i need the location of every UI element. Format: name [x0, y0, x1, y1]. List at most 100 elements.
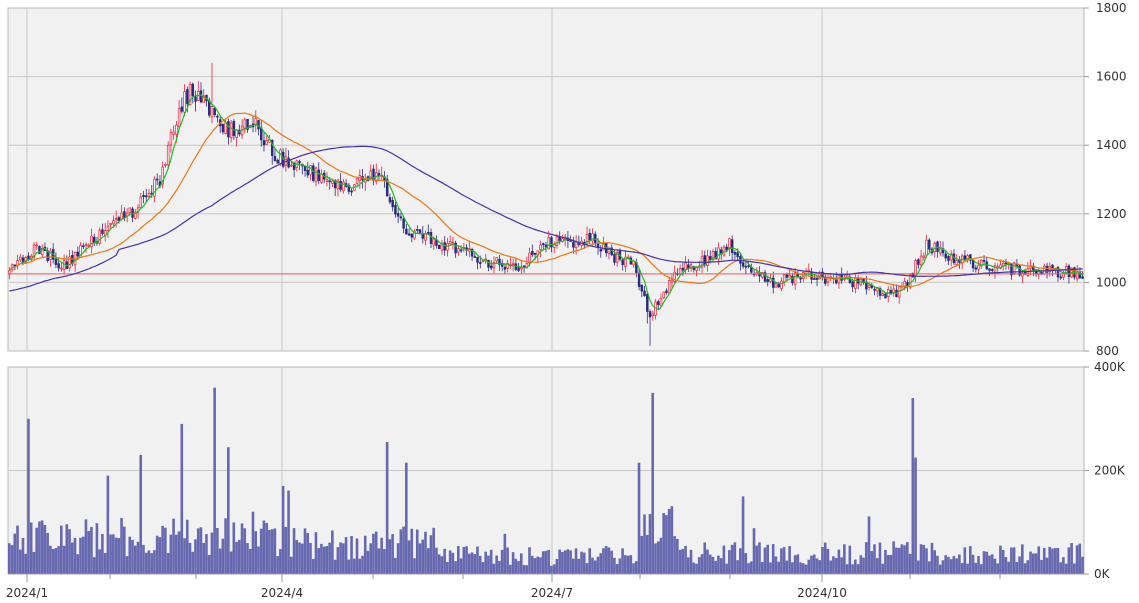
volume-bar: [95, 523, 99, 574]
volume-bar: [837, 549, 841, 574]
volume-bar: [733, 542, 737, 574]
candle: [947, 255, 950, 266]
volume-bar: [503, 533, 507, 574]
price-y-tick-label: 1400: [1096, 138, 1127, 152]
candle-body: [993, 265, 997, 273]
candle: [229, 119, 233, 143]
volume-bar: [829, 560, 832, 574]
candle-body: [925, 239, 928, 256]
volume-bar: [561, 551, 564, 574]
volume-bar: [309, 542, 312, 574]
volume-bar: [697, 557, 701, 574]
volume-bar: [73, 537, 77, 574]
volume-bar: [467, 553, 471, 574]
volume-bar: [320, 543, 323, 574]
volume-bar: [944, 555, 947, 574]
volume-bar: [448, 550, 452, 574]
volume-bar: [257, 546, 260, 574]
candle-body: [914, 260, 917, 276]
volume-bar: [394, 557, 397, 574]
volume-bar: [862, 557, 865, 574]
candle-body: [68, 256, 71, 269]
candle-body: [57, 263, 60, 269]
candle-body: [276, 159, 279, 164]
candle-body: [495, 257, 498, 262]
volume-bar: [106, 475, 110, 574]
candle: [243, 117, 247, 134]
volume-bar: [196, 528, 200, 574]
volume-bar: [848, 545, 852, 574]
volume-bar: [840, 557, 843, 574]
volume-bar: [624, 555, 627, 574]
volume-bar: [372, 533, 375, 574]
volume-bar: [760, 562, 764, 574]
candle: [314, 166, 318, 187]
volume-bar: [194, 539, 197, 574]
candle-body: [229, 122, 233, 139]
volume-bar: [114, 537, 118, 574]
candle: [977, 260, 980, 275]
candle-body: [503, 266, 507, 270]
candle: [32, 241, 36, 262]
candle-body: [169, 131, 173, 146]
candle-body: [528, 252, 531, 264]
candle-body: [506, 262, 509, 269]
candle-body: [139, 196, 143, 208]
candle: [191, 82, 195, 104]
volume-bar: [662, 513, 665, 574]
candle-body: [385, 178, 389, 197]
candle-body: [369, 170, 373, 179]
candle-body: [572, 241, 575, 248]
volume-bar: [199, 527, 203, 574]
candle: [112, 215, 115, 228]
candle-body: [588, 232, 592, 241]
volume-bar: [24, 553, 28, 574]
volume-bar: [369, 543, 373, 574]
price-candles: [8, 62, 1084, 346]
volume-bar: [514, 558, 518, 574]
candle-body: [936, 241, 939, 252]
volume-bar: [654, 543, 657, 574]
candle: [347, 182, 351, 195]
volume-bar: [279, 549, 282, 574]
volume-bar: [49, 545, 52, 574]
volume-bar: [147, 550, 151, 574]
candle: [498, 255, 501, 271]
volume-bar: [884, 549, 887, 574]
candle-body: [188, 84, 192, 105]
volume-bar: [237, 539, 241, 574]
candle-body: [725, 246, 728, 251]
candle-body: [287, 157, 290, 168]
volume-bar: [221, 538, 225, 574]
volume-bar: [602, 548, 605, 574]
candle-body: [350, 190, 353, 193]
candle-body: [1062, 273, 1065, 278]
volume-bar: [854, 559, 857, 574]
candle-body: [1004, 262, 1008, 265]
candle: [780, 277, 783, 292]
candle-body: [202, 95, 206, 103]
volume-bar: [325, 546, 329, 574]
volume-bar: [224, 518, 227, 574]
candle-body: [473, 256, 477, 258]
candle: [637, 269, 641, 291]
volume-bar: [604, 545, 608, 574]
volume-bar: [76, 554, 80, 574]
volume-bar: [465, 546, 468, 574]
volume-bar: [155, 535, 159, 574]
candle-body: [459, 249, 463, 252]
candle: [988, 268, 991, 276]
volume-bar: [815, 558, 819, 574]
volume-bar: [799, 562, 802, 574]
volume-bar: [982, 551, 986, 574]
volume-bar: [432, 527, 435, 574]
volume-bar: [227, 447, 230, 574]
candle-body: [131, 208, 134, 218]
volume-bar: [207, 554, 211, 574]
candle: [624, 250, 627, 272]
candle: [306, 161, 310, 179]
candle: [993, 262, 997, 279]
volume-bar: [205, 534, 208, 574]
candle-body: [585, 234, 589, 244]
volume-bar: [183, 538, 186, 574]
